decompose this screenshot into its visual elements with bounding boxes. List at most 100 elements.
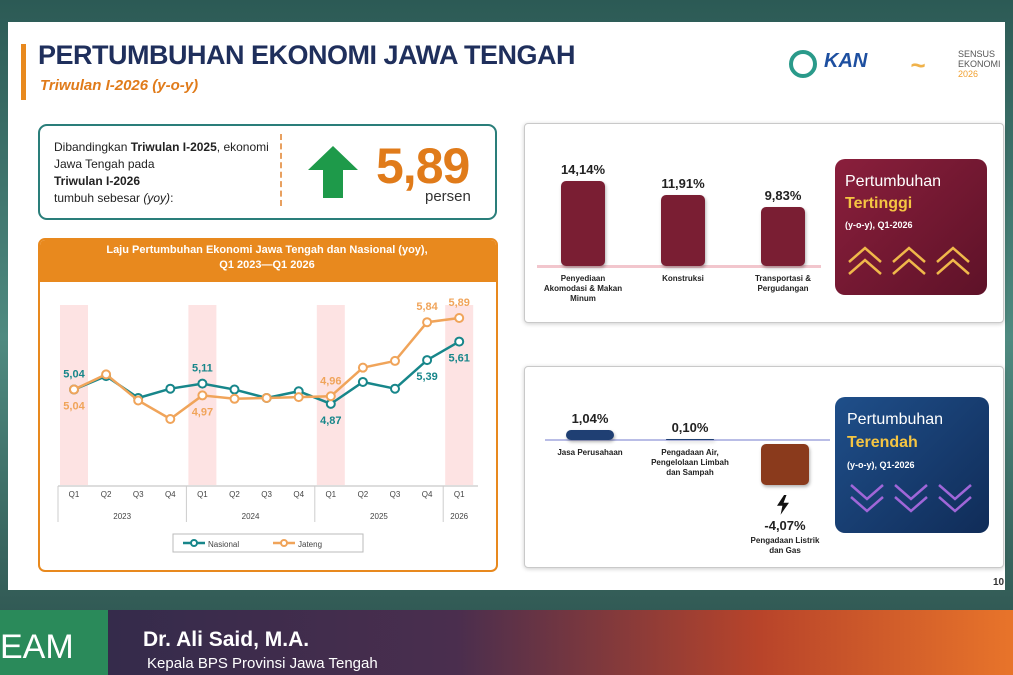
- legend-swatch: [280, 539, 288, 547]
- category-label: Transportasi & Pergudangan: [754, 274, 811, 293]
- data-label: 4,96: [320, 375, 341, 387]
- speaker-name: Dr. Ali Said, M.A.: [143, 628, 310, 651]
- point: [101, 369, 112, 380]
- category-label: Konstruksi: [662, 274, 704, 283]
- x-tick-label: Q4: [422, 490, 433, 499]
- card-title: Pertumbuhan: [845, 173, 942, 190]
- point: [261, 392, 272, 403]
- footer: [0, 610, 1013, 675]
- x-tick-label: Q2: [229, 490, 240, 499]
- footer-brand: EAM: [0, 628, 74, 666]
- bar: [661, 194, 705, 266]
- up-arrow: [308, 146, 358, 198]
- bar: [566, 429, 614, 440]
- series-line: [73, 316, 460, 421]
- data-label: 5,89: [448, 297, 469, 309]
- x-tick-label: Q3: [390, 490, 401, 499]
- logo-kan: KAN: [824, 50, 868, 72]
- value-label: 0,10%: [671, 420, 709, 435]
- subtitle: Triwulan I-2026 (y-o-y): [40, 77, 199, 94]
- chevrons: [850, 484, 972, 513]
- headline-unit: persen: [425, 188, 471, 205]
- q1-band: [445, 305, 474, 485]
- category-label: Pengadaan Listrik dan Gas: [750, 535, 820, 555]
- card-note: (y-o-y), Q1-2026: [847, 460, 915, 470]
- category-label: Jasa Perusahaan: [557, 448, 623, 457]
- logo-icon: [789, 50, 817, 78]
- card-note: (y-o-y), Q1-2026: [845, 220, 913, 230]
- data-label: 5,84: [416, 301, 438, 313]
- logo-line: EKONOMI: [958, 59, 1001, 69]
- text: Laju Pertumbuhan Ekonomi Jawa Tengah dan…: [106, 244, 428, 256]
- value-label: 14,14%: [560, 162, 606, 178]
- bar: [666, 439, 714, 440]
- x-tick-label: Q3: [133, 490, 144, 499]
- text: Triwulan I-2025: [130, 140, 217, 154]
- x-tick-label: Q1: [197, 490, 208, 499]
- divider: [280, 134, 282, 206]
- logo-line: SENSUS: [958, 49, 996, 59]
- point: [293, 392, 304, 403]
- text: Dibandingkan: [54, 140, 131, 154]
- year-label: 2023: [113, 512, 131, 521]
- chevrons: [848, 246, 970, 275]
- text: , ekonomi Jawa Tengah pada: [54, 140, 269, 171]
- x-tick-label: Q1: [69, 490, 80, 499]
- data-label: 5,61: [448, 353, 469, 365]
- point: [422, 317, 433, 328]
- summary-text: Dibandingkan Triwulan I-2025, ekonomi Ja…: [54, 139, 274, 207]
- q1-band: [60, 305, 88, 485]
- accent-bar: [21, 44, 26, 100]
- logo-line: 2026: [958, 69, 979, 79]
- legend-box: [172, 533, 364, 553]
- headline-value: 5,89: [376, 138, 470, 194]
- line-panel-header: [40, 240, 496, 282]
- speaker-role: Kepala BPS Provinsi Jawa Tengah: [147, 655, 378, 672]
- highest-card: Pertumbuhan Tertinggi (y-o-y), Q1-2026: [835, 159, 987, 295]
- point: [229, 393, 240, 404]
- x-tick-label: Q4: [293, 490, 304, 499]
- x-tick-label: Q2: [101, 490, 112, 499]
- value-label: 11,91%: [661, 175, 705, 191]
- year-label: 2024: [242, 512, 260, 521]
- x-tick-label: Q1: [325, 490, 336, 499]
- category-label: Penyediaan Akomodasi & Makan Minum: [543, 274, 623, 303]
- line-chart: Q1 Q2 Q3 Q4 Q1 Q2 Q3 Q4 Q1 Q2 Q3 Q4 Q1 2023 2024 2025 20…: [57, 297, 478, 553]
- baseline: [537, 265, 821, 268]
- category-label: Pengadaan Air, Pengelolaan Limbah dan Sa…: [651, 448, 729, 477]
- summary-box: [38, 124, 497, 220]
- value-label: -4,07%: [764, 517, 806, 533]
- page-number: 10: [993, 577, 1005, 588]
- point: [69, 384, 79, 395]
- card-highlight: Tertinggi: [845, 195, 913, 212]
- line-title: Laju Pertumbuhan Ekonomi Jawa Tengah dan…: [38, 243, 496, 273]
- text: :: [170, 191, 174, 205]
- point: [390, 383, 400, 394]
- point: [197, 378, 208, 389]
- data-label: 5,04: [63, 369, 85, 381]
- value-label: 9,83%: [764, 188, 802, 204]
- point: [165, 383, 176, 394]
- point: [325, 391, 336, 402]
- card-title: Pertumbuhan: [847, 411, 944, 428]
- text: Q1 2023—Q1 2026: [219, 259, 315, 271]
- point: [422, 355, 433, 366]
- year-label: 2025: [370, 512, 388, 521]
- legend-label: Nasional: [208, 540, 239, 549]
- lowest-card: Pertumbuhan Terendah (y-o-y), Q1-2026: [835, 397, 989, 533]
- data-label: 4,87: [320, 415, 341, 427]
- point: [165, 414, 176, 424]
- text: Triwulan I-2026: [54, 174, 141, 188]
- text: (yoy): [143, 191, 171, 205]
- point: [454, 336, 465, 347]
- point: [197, 390, 208, 401]
- point: [357, 376, 368, 387]
- bar: [761, 444, 809, 485]
- x-tick-label: Q3: [261, 490, 272, 499]
- logo-sensus: SENSUS EKONOMI 2026: [958, 49, 1001, 79]
- data-label: 5,04: [63, 401, 85, 413]
- point: [229, 384, 240, 395]
- title: PERTUMBUHAN EKONOMI JAWA TENGAH: [38, 40, 576, 70]
- line-panel: [38, 238, 498, 572]
